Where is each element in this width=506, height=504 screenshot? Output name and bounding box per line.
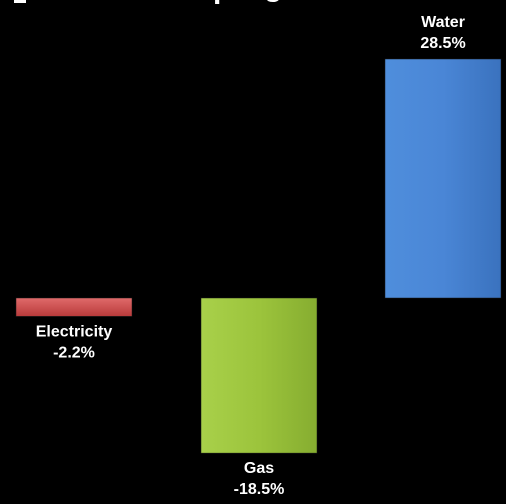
labels-layer: Electricity -2.2% Gas -18.5% Water 28.5% [36, 14, 466, 498]
bar-electricity [15, 297, 133, 317]
chart-title-cut: p g [14, 0, 282, 5]
title-glyph-g: g [264, 0, 282, 3]
title-glyph-fragment [14, 0, 26, 3]
value-label-electricity: -2.2% [53, 344, 95, 361]
value-label-gas: -18.5% [234, 481, 285, 498]
category-label-electricity: Electricity [36, 323, 113, 340]
bar-gas [200, 297, 318, 454]
category-label-water: Water [421, 14, 465, 31]
title-glyph-p: p [213, 0, 231, 5]
bar-water [384, 58, 502, 299]
category-label-gas: Gas [244, 460, 274, 477]
value-label-water: 28.5% [420, 35, 465, 52]
bars-layer [15, 58, 502, 454]
